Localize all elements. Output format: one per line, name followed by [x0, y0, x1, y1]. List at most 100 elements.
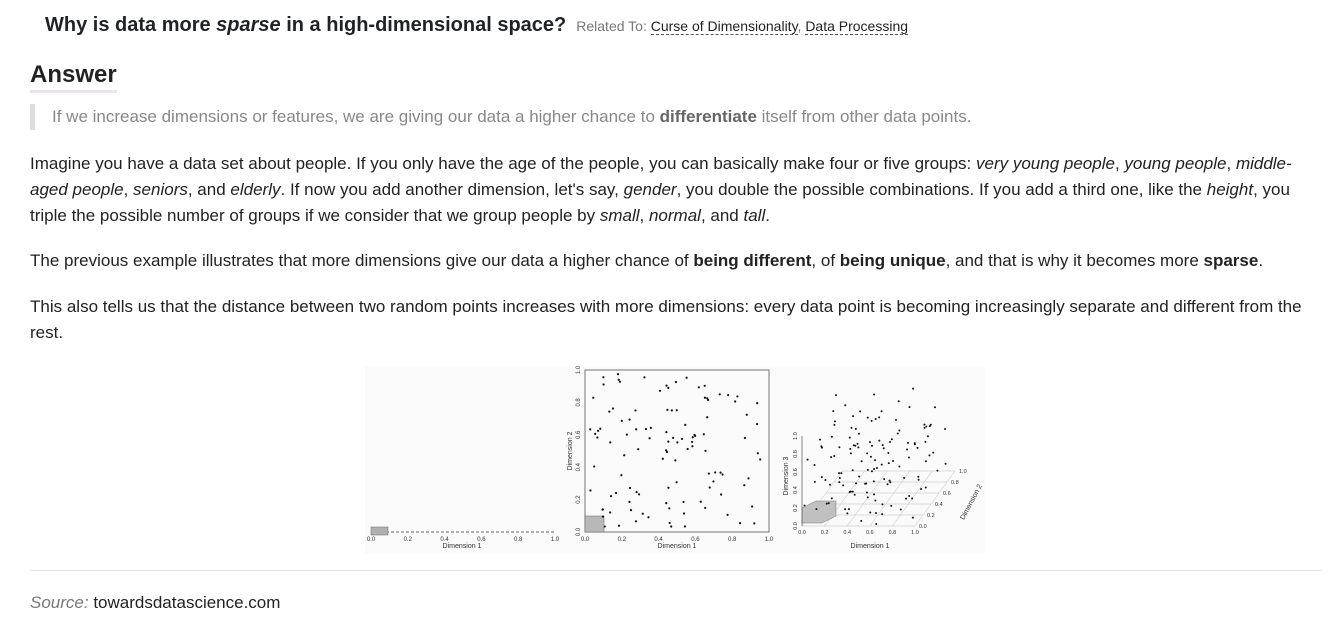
panel-2d-point	[756, 422, 759, 426]
panel-3d-point	[851, 490, 854, 493]
panel-3d-point	[873, 467, 876, 470]
panel-2d-point	[661, 457, 664, 460]
panel-1d-tick-label: 1.0	[551, 537, 560, 543]
panel-3d-point	[899, 508, 902, 511]
panel-3d-point	[875, 523, 878, 526]
panel-3d-point	[813, 463, 816, 466]
panel-2d-point	[712, 480, 715, 483]
panel-2d-point	[707, 398, 710, 402]
panel-2d-point	[753, 522, 756, 525]
panel-3d-point	[840, 472, 843, 475]
panel-2d-point	[601, 508, 604, 511]
panel-3d-point	[848, 491, 851, 494]
panel-2d-point	[592, 396, 595, 399]
panel-3d-point	[873, 493, 876, 496]
panel-2d-point	[617, 524, 621, 527]
panel-3d-depth-tick-label: 0.2	[927, 513, 935, 519]
panel-2d-point	[704, 449, 707, 452]
panel-2d-point	[618, 380, 622, 383]
panel-2d-point	[726, 513, 729, 516]
panel-2d-point	[609, 495, 613, 498]
panel-2d-point	[667, 386, 670, 389]
panel-2d-point	[676, 441, 679, 444]
panel-2d-point	[719, 471, 722, 474]
panel-3d-point	[851, 469, 854, 472]
panel-3d-x-tick-label: 0.0	[798, 530, 806, 536]
panel-2d-point	[738, 522, 742, 525]
panel-3d-x-tick-label: 0.4	[843, 530, 851, 536]
panel-2d-x-tick-label: 0.2	[618, 537, 627, 543]
panel-3d-point	[838, 477, 841, 480]
panel-3d-point	[924, 440, 927, 443]
panel-2d-point	[703, 396, 707, 399]
panel-2d-point	[682, 500, 685, 504]
panel-3d-point	[848, 436, 851, 439]
panel-2d-point	[708, 486, 711, 489]
related-link-data-processing[interactable]: Data Processing	[805, 18, 909, 35]
panel-3d-point	[860, 519, 863, 522]
question-header: Why is data more sparse in a high-dimens…	[45, 14, 909, 37]
paragraph-people-example: Imagine you have a data set about people…	[30, 154, 1292, 225]
panel-2d-point	[649, 426, 652, 430]
panel-2d-point	[665, 502, 668, 505]
panel-3d-shaded-cube	[801, 500, 837, 524]
question-title: Why is data more sparse in a high-dimens…	[45, 14, 567, 36]
panel-3d-point	[838, 446, 841, 449]
panel-3d: 0.00.00.20.20.40.40.60.60.80.81.01.00.00…	[783, 387, 984, 550]
panel-2d-point	[596, 436, 599, 439]
divider	[30, 570, 1322, 571]
panel-2d-point	[668, 521, 671, 525]
panel-3d-point	[858, 475, 861, 478]
panel-2d-point	[670, 525, 673, 528]
panel-3d-point	[813, 480, 816, 483]
panel-2d-x-tick-label: 0.4	[654, 537, 663, 543]
panel-2d-point	[628, 486, 632, 490]
panel-3d-grid-line	[869, 470, 911, 527]
panel-2d-point	[683, 525, 687, 528]
panel-3d-y-tick-label: 0.8	[793, 450, 799, 458]
panel-3d-point	[833, 455, 836, 458]
panel-2d-point	[637, 493, 641, 496]
panel-3d-point	[944, 427, 947, 430]
panel-2d-point	[667, 486, 670, 489]
panel-3d-point	[842, 484, 845, 487]
panel-2d-point	[684, 423, 687, 426]
panel-2d-point	[597, 429, 600, 432]
panel-2d-point	[628, 500, 631, 504]
panel-3d-grid-line	[914, 470, 956, 527]
panel-3d-point	[882, 447, 885, 450]
panel-2d-x-tick-label: 1.0	[765, 537, 774, 543]
panel-3d-point	[912, 387, 915, 390]
panel-3d-point	[917, 475, 920, 478]
panel-2d-point	[697, 386, 700, 389]
panel-2d-y-tick-label: 0.8	[576, 398, 582, 407]
panel-2d-point	[641, 512, 644, 515]
related-to: Related To: Curse of Dimensionality, Dat…	[576, 18, 909, 35]
panel-2d-point	[686, 447, 689, 451]
panel-3d-point	[916, 446, 919, 449]
panel-3d-point	[860, 460, 863, 463]
panel-2d-shaded-cell	[584, 515, 605, 533]
panel-3d-point	[853, 493, 856, 496]
panel-2d-point	[714, 471, 717, 474]
panel-3d-point	[873, 393, 876, 396]
panel-2d-point	[667, 440, 670, 443]
panel-2d-frame	[584, 369, 770, 533]
panel-3d-x-tick-label: 0.6	[866, 530, 874, 536]
related-link-curse-of-dimensionality[interactable]: Curse of Dimensionality	[650, 18, 798, 35]
panel-2d-point	[628, 418, 631, 421]
panel-3d-point	[875, 467, 878, 470]
panel-2d-point	[635, 428, 638, 431]
panel-2d-point	[666, 408, 669, 411]
panel-2d-point	[743, 484, 746, 487]
panel-3d-point	[815, 508, 818, 511]
panel-3d-point	[838, 472, 841, 475]
panel-2d-point	[675, 409, 678, 412]
panel-3d-point	[906, 448, 909, 451]
answer-quote: If we increase dimensions or features, w…	[30, 104, 1332, 130]
panel-3d-x-tick-label: 0.8	[889, 530, 897, 536]
panel-2d-point	[759, 458, 762, 461]
panel-3d-point	[913, 443, 916, 446]
panel-3d-x-tick-label: 1.0	[911, 530, 919, 536]
panel-3d-point	[857, 432, 860, 435]
